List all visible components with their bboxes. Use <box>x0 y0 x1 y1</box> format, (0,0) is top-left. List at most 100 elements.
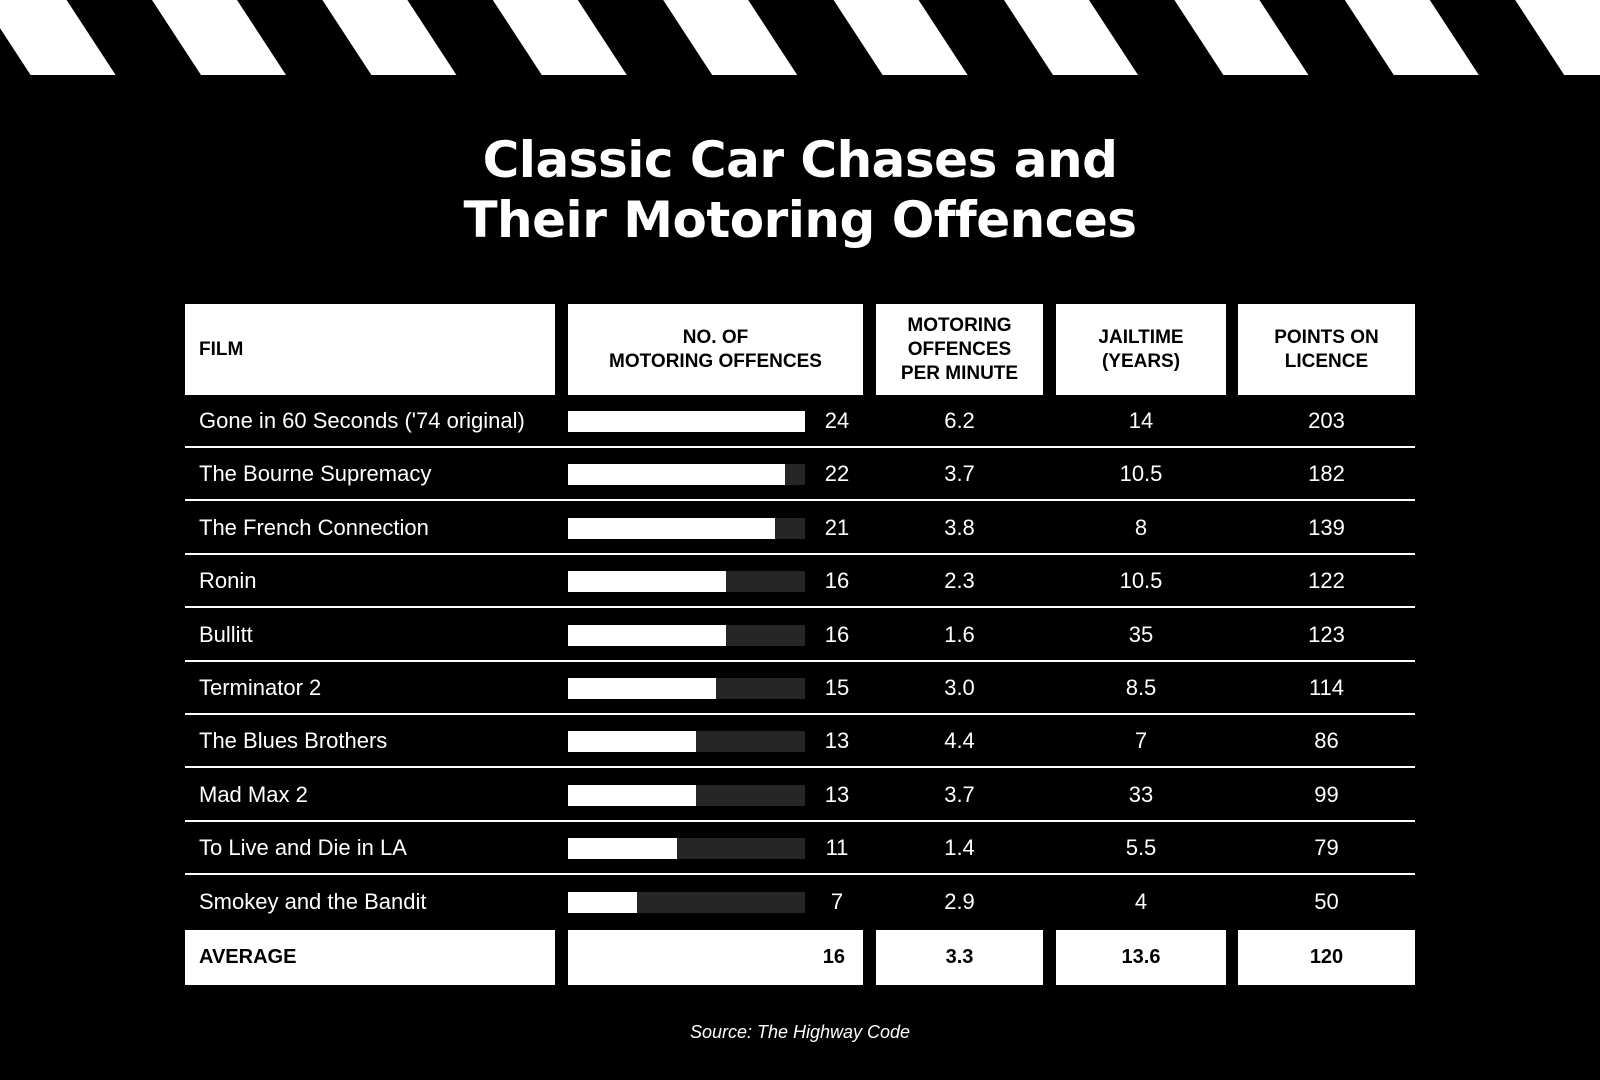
header-points: POINTS ON LICENCE <box>1238 304 1415 395</box>
table-row: The Bourne Supremacy 22 3.7 10.5 182 <box>185 448 1415 502</box>
film-name: Smokey and the Bandit <box>199 888 427 914</box>
offences-bar <box>568 891 638 913</box>
offences-value: 13 <box>824 781 850 807</box>
offences-bar-track <box>568 838 805 860</box>
points-value: 182 <box>1308 461 1345 487</box>
stripe <box>1174 0 1309 75</box>
offences-bar <box>568 838 677 860</box>
film-name: To Live and Die in LA <box>199 835 407 861</box>
header-offences: NO. OF MOTORING OFFENCES <box>568 304 863 395</box>
points-value: 114 <box>1308 675 1345 700</box>
jailtime-value: 10.5 <box>1119 568 1163 594</box>
table-row: Mad Max 2 13 3.7 33 99 <box>185 769 1415 822</box>
offences-bar-track <box>568 624 805 646</box>
header-per-minute: MOTORING OFFENCES PER MINUTE <box>876 304 1043 395</box>
points-value: 122 <box>1308 568 1345 594</box>
film-name: The French Connection <box>199 514 429 540</box>
film-name: The Blues Brothers <box>199 728 388 754</box>
header-per-minute-line: OFFENCES <box>907 338 1012 360</box>
jailtime-value: 5.5 <box>1125 835 1157 861</box>
offences-value: 7 <box>830 888 844 914</box>
table-row: Terminator 2 15 3.0 8.5 114 <box>185 662 1415 715</box>
offences-value: 15 <box>824 675 850 700</box>
stripe <box>322 0 457 75</box>
stripe <box>833 0 968 75</box>
stripe <box>1344 0 1479 75</box>
page-title: Classic Car Chases and Their Motoring Of… <box>0 130 1600 250</box>
offences-value: 16 <box>824 568 850 594</box>
offences-bar-track <box>568 731 805 753</box>
per-minute-value: 3.7 <box>944 461 975 487</box>
jailtime-value: 7 <box>1134 728 1148 754</box>
header-film: FILM <box>185 304 555 395</box>
header-points-line: LICENCE <box>1284 350 1369 372</box>
per-minute-value: 3.7 <box>944 781 975 807</box>
film-name: Gone in 60 Seconds ('74 original) <box>199 408 525 433</box>
average-label: AVERAGE <box>185 930 555 985</box>
average-per-minute: 3.3 <box>876 930 1043 985</box>
stripe <box>663 0 798 75</box>
jailtime-value: 4 <box>1134 888 1148 914</box>
points-value: 99 <box>1314 781 1339 807</box>
offences-bar-track <box>568 891 805 913</box>
film-name: Terminator 2 <box>199 675 322 700</box>
table-row: Gone in 60 Seconds ('74 original) 24 6.2… <box>185 395 1415 448</box>
average-per-minute-value: 3.3 <box>945 946 974 968</box>
table-row: The French Connection 21 3.8 8 139 <box>185 502 1415 555</box>
header-per-minute-line: MOTORING <box>907 314 1012 336</box>
table-row: Bullitt 16 1.6 35 123 <box>185 609 1415 662</box>
jailtime-value: 8 <box>1134 514 1148 540</box>
header-jailtime-line: JAILTIME <box>1098 326 1184 348</box>
title-line-1: Classic Car Chases and <box>482 131 1118 189</box>
average-points: 120 <box>1238 930 1415 985</box>
average-label-text: AVERAGE <box>199 946 297 968</box>
average-offences: 16 <box>568 930 863 985</box>
stripe <box>152 0 286 75</box>
header-offences-line: NO. OF <box>682 326 749 348</box>
jailtime-value: 8.5 <box>1125 675 1157 700</box>
offences-bar <box>568 784 697 806</box>
offences-bar-track <box>568 411 805 432</box>
per-minute-value: 2.3 <box>944 568 975 594</box>
offences-bar <box>568 411 805 432</box>
header-jailtime-line: (YEARS) <box>1101 350 1181 372</box>
table-row: To Live and Die in LA 11 1.4 5.5 79 <box>185 822 1415 876</box>
film-name: The Bourne Supremacy <box>199 461 432 487</box>
jailtime-value: 35 <box>1128 621 1154 647</box>
offences-value: 22 <box>824 461 850 487</box>
per-minute-value: 3.8 <box>944 514 975 540</box>
per-minute-value: 3.0 <box>944 675 975 700</box>
per-minute-value: 2.9 <box>944 888 975 914</box>
jailtime-value: 10.5 <box>1119 461 1163 487</box>
offences-bar <box>568 624 726 646</box>
header-film-label: FILM <box>199 338 244 360</box>
table-row: The Blues Brothers 13 4.4 7 86 <box>185 715 1415 769</box>
offences-bar-track <box>568 678 805 699</box>
per-minute-value: 4.4 <box>944 728 975 754</box>
offences-bar <box>568 517 776 539</box>
average-jailtime: 13.6 <box>1056 930 1226 985</box>
title-line-2: Their Motoring Offences <box>463 191 1137 249</box>
points-value: 203 <box>1308 408 1345 433</box>
offences-bar-track <box>568 571 805 593</box>
stripe <box>492 0 627 75</box>
header-points-line: POINTS ON <box>1274 326 1379 348</box>
offences-bar-track <box>568 784 805 806</box>
offences-value: 13 <box>824 728 850 754</box>
offences-value: 11 <box>825 835 849 861</box>
average-points-value: 120 <box>1309 946 1344 968</box>
offences-bar <box>568 571 726 593</box>
offences-bar-track <box>568 517 805 539</box>
film-name: Ronin <box>199 568 257 594</box>
points-value: 139 <box>1308 514 1345 540</box>
offences-bar <box>568 464 786 486</box>
per-minute-value: 1.4 <box>944 835 975 861</box>
header-jailtime: JAILTIME (YEARS) <box>1056 304 1226 395</box>
film-name: Bullitt <box>199 621 253 647</box>
offences-value: 16 <box>824 621 850 647</box>
offences-bar <box>568 731 697 753</box>
points-value: 86 <box>1314 728 1339 754</box>
offences-value: 24 <box>824 408 850 433</box>
jailtime-value: 14 <box>1128 408 1154 433</box>
per-minute-value: 1.6 <box>944 621 975 647</box>
